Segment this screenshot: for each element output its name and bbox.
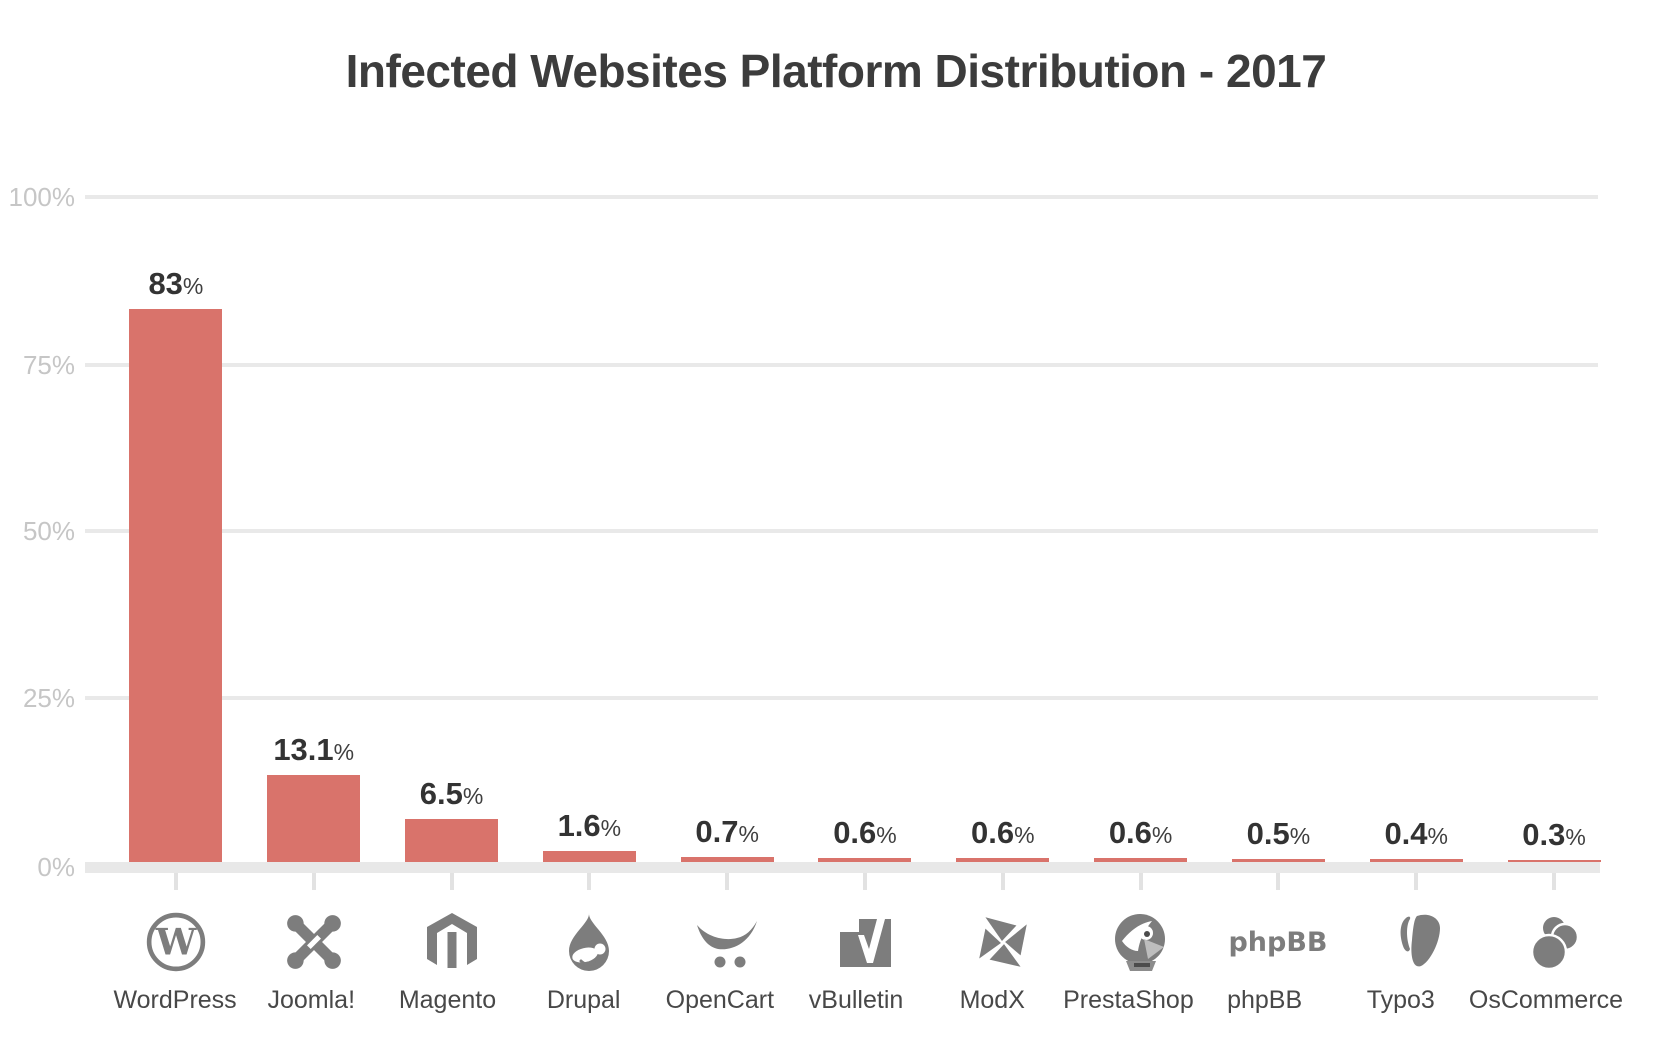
bar-value-label: 0.4%: [1384, 816, 1448, 852]
opencart-icon: [658, 906, 796, 978]
y-axis-label-50: 50%: [22, 516, 75, 546]
bar-value-label: 1.6%: [557, 808, 622, 844]
bar-prestashop: [1094, 858, 1188, 862]
bar-typo3: [1369, 859, 1463, 862]
axis-tick: [1552, 873, 1557, 890]
y-axis-label-100: 100%: [8, 182, 76, 212]
gridline-75: [85, 363, 1598, 367]
bar-column-typo3: 0.4%: [1347, 196, 1485, 862]
bar-value-label: 83%: [148, 266, 204, 302]
bar-wordpress: [129, 309, 223, 862]
bar-column-opencart: 0.7%: [658, 196, 796, 862]
platform-label-oscommerce: OsCommerce: [1468, 986, 1624, 1014]
platform-label-phpbb: phpBB: [1227, 986, 1303, 1014]
bar-column-oscommerce: 0.3%: [1485, 196, 1623, 862]
bar-value-label: 6.5%: [419, 775, 484, 811]
bar-value-label: 0.3%: [1522, 817, 1586, 852]
bar-column-magento: 6.5%: [383, 196, 521, 862]
x-axis-ticks: [107, 873, 1623, 890]
prestashop-icon: [1072, 906, 1210, 978]
wordpress-icon: W: [107, 906, 245, 978]
bar-column-vbulletin: 0.6%: [796, 196, 934, 862]
bar-value-label: 0.5%: [1246, 815, 1311, 851]
magento-icon: [383, 906, 521, 978]
vbulletin-icon: [796, 906, 934, 978]
joomla-icon: [245, 906, 383, 978]
bars-row: 83% 13.1% 6.5% 1.6% 0.7% 0.6% 0.6% 0.6%: [107, 196, 1623, 862]
bar-magento: [405, 818, 499, 862]
bar-opencart: [680, 857, 774, 862]
bar-column-joomla: 13.1%: [245, 196, 383, 862]
modx-icon: [934, 906, 1072, 978]
x-axis-baseline: [85, 862, 1600, 873]
typo3-icon: [1347, 906, 1485, 978]
platform-label-wordpress: WordPress: [113, 986, 237, 1014]
axis-tick: [173, 873, 178, 890]
bar-phpbb: [1231, 858, 1325, 862]
platform-label-modx: ModX: [959, 986, 1025, 1014]
platform-label-joomla: Joomla!: [267, 986, 356, 1014]
bar-value-label: 13.1%: [273, 731, 355, 767]
bar-value-label: 0.6%: [833, 815, 897, 851]
svg-text:W: W: [155, 920, 198, 963]
gridline-100: [85, 195, 1598, 199]
bar-column-wordpress: 83%: [107, 196, 245, 862]
bar-column-phpbb: 0.5%: [1210, 196, 1348, 862]
axis-tick: [449, 873, 454, 890]
bar-column-prestashop: 0.6%: [1072, 196, 1210, 862]
axis-tick: [587, 873, 592, 890]
bar-column-drupal: 1.6%: [520, 196, 658, 862]
platform-label-prestashop: PrestaShop: [1063, 986, 1194, 1014]
y-axis-label-0: 0%: [37, 852, 75, 882]
axis-tick: [1000, 873, 1005, 890]
y-axis-label-25: 25%: [22, 683, 75, 713]
axis-tick: [311, 873, 316, 890]
platform-label-vbulletin: vBulletin: [808, 986, 904, 1014]
gridline-25: [85, 696, 1598, 700]
platform-label-opencart: OpenCart: [665, 986, 775, 1014]
oscommerce-icon: [1485, 906, 1623, 978]
svg-text:phpBB: phpBB: [1229, 927, 1328, 958]
bar-oscommerce: [1507, 860, 1601, 862]
platform-label-typo3: Typo3: [1366, 986, 1435, 1014]
drupal-icon: [520, 906, 658, 978]
bar-value-label: 0.6%: [971, 815, 1035, 851]
bar-modx: [956, 858, 1050, 862]
bar-value-label: 0.7%: [695, 814, 759, 850]
axis-tick: [1414, 873, 1419, 890]
bar-joomla: [267, 774, 361, 862]
platform-names-row: WordPress Joomla! Magento Drupal OpenCar…: [107, 986, 1624, 1015]
chart-title: Infected Websites Platform Distribution …: [345, 45, 1327, 97]
phpbb-icon: phpBB: [1210, 906, 1348, 978]
y-axis-label-75: 75%: [22, 350, 75, 380]
axis-tick: [1138, 873, 1143, 890]
bar-vbulletin: [818, 858, 912, 862]
bar-column-modx: 0.6%: [934, 196, 1072, 862]
gridline-50: [85, 529, 1598, 533]
bar-drupal: [542, 851, 636, 862]
axis-tick: [1276, 873, 1281, 890]
axis-tick: [862, 873, 867, 890]
platform-label-magento: Magento: [398, 986, 497, 1014]
axis-tick: [725, 873, 730, 890]
platform-icons-row: W: [107, 906, 1623, 978]
platform-label-drupal: Drupal: [546, 986, 621, 1014]
bar-value-label: 0.6%: [1108, 815, 1173, 851]
